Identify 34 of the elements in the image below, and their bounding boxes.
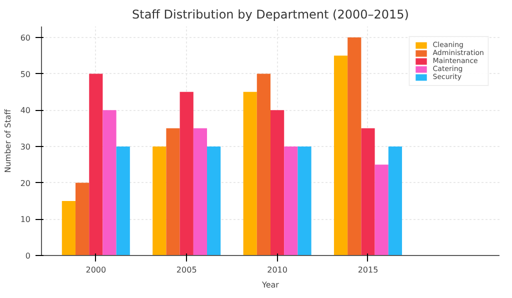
- bar: [116, 146, 130, 256]
- bar: [76, 182, 90, 256]
- bar: [348, 37, 362, 256]
- bar: [284, 146, 298, 256]
- y-tick-label: 40: [20, 106, 31, 116]
- bar: [89, 74, 103, 256]
- bar: [152, 146, 166, 256]
- y-tick-label: 20: [20, 178, 31, 188]
- y-tick-label: 30: [20, 142, 31, 152]
- bar: [193, 128, 208, 256]
- y-tick-label: 60: [20, 33, 31, 42]
- x-tick-label: 2000: [86, 266, 106, 274]
- x-tick-label: 2005: [176, 266, 197, 274]
- bar: [374, 164, 388, 256]
- bar: [361, 128, 375, 256]
- bar: [298, 146, 312, 256]
- x-tick-label: 2015: [358, 266, 378, 274]
- x-tick-label: 2010: [267, 266, 288, 274]
- bar: [388, 146, 402, 256]
- y-tick-label: 10: [20, 215, 31, 224]
- bar: [243, 92, 257, 256]
- chart-title: Staff Distribution by Department (2000–2015): [132, 8, 409, 22]
- bar: [334, 56, 348, 256]
- bar: [62, 200, 76, 256]
- y-tick-label: 0: [25, 252, 31, 260]
- bar: [207, 146, 221, 256]
- x-axis-title: Year: [261, 280, 280, 290]
- bar: [166, 128, 180, 256]
- y-axis-title: Number of Staff: [3, 108, 12, 173]
- bar: [256, 74, 270, 256]
- bar: [270, 110, 284, 256]
- bar: [180, 92, 194, 256]
- y-tick-label: 50: [20, 70, 31, 79]
- bar: [102, 110, 116, 256]
